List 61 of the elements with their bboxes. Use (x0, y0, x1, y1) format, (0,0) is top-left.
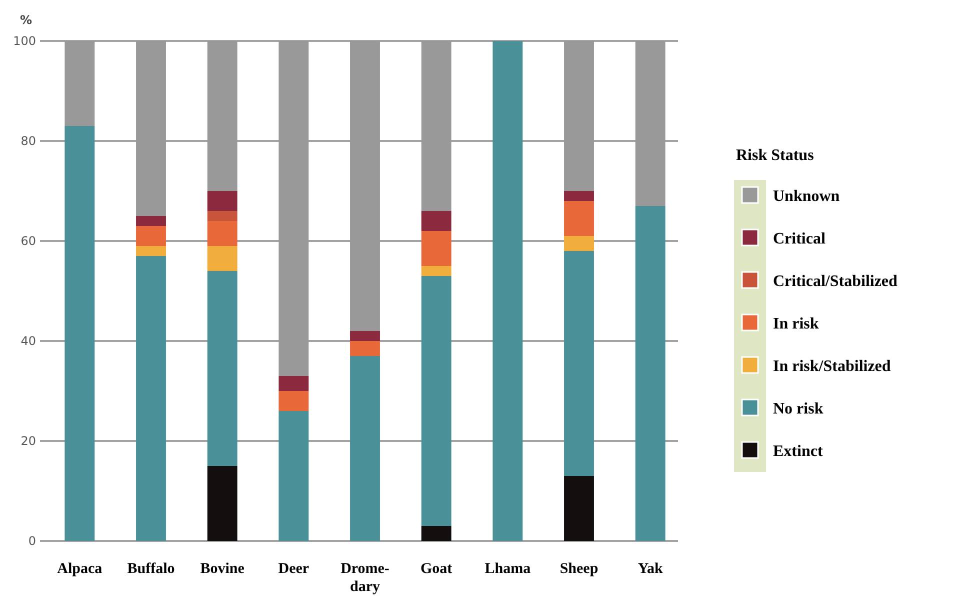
y-tick-label: 80 (20, 134, 36, 148)
x-tick-label: Alpaca (57, 561, 103, 577)
legend-label: Extinct (773, 443, 824, 460)
bar (421, 231, 452, 266)
bar (136, 216, 166, 226)
bar (564, 476, 594, 541)
bar (350, 341, 380, 356)
bar (207, 466, 238, 541)
bar (564, 251, 594, 476)
bar (421, 266, 452, 276)
y-tick-label: 0 (28, 534, 36, 548)
bar (136, 226, 166, 246)
bar (564, 41, 594, 191)
legend-label: Critical (773, 230, 826, 248)
x-tick-label: Lhama (484, 561, 532, 577)
bar (421, 276, 452, 526)
y-tick-label: 40 (20, 334, 36, 348)
bar (136, 256, 166, 541)
legend-label: In risk/Stabilized (773, 358, 891, 375)
legend-label: In risk (773, 316, 819, 332)
x-tick-label: Yak (638, 561, 664, 577)
x-tick-label: Drome-dary (340, 561, 390, 595)
bar (350, 41, 380, 331)
x-tick-label: Goat (420, 561, 452, 577)
bar (207, 191, 238, 211)
y-axis-title: % (20, 13, 32, 27)
bar (207, 246, 238, 271)
y-tick-label: 20 (20, 434, 36, 448)
bar (635, 206, 666, 541)
legend-title: Risk Status (736, 147, 814, 164)
x-tick-label: Sheep (560, 561, 598, 577)
bar (421, 41, 452, 211)
bar (278, 41, 309, 376)
bar (350, 331, 380, 341)
bar (207, 271, 238, 466)
legend-label: Unknown (773, 188, 840, 205)
bar (421, 526, 452, 541)
bar (350, 356, 380, 541)
legend-label: No risk (773, 400, 824, 418)
y-tick-label: 100 (13, 34, 36, 48)
bar (207, 41, 238, 191)
bar (136, 246, 166, 256)
bar (564, 191, 594, 201)
bar (635, 41, 666, 206)
bar (492, 41, 523, 541)
bar (421, 211, 452, 231)
bar (207, 211, 238, 221)
x-tick-label: Deer (278, 561, 310, 577)
bar (207, 221, 238, 246)
bar (564, 236, 594, 251)
bar (278, 376, 309, 391)
bar (564, 201, 594, 236)
legend-label: Critical/Stabilized (773, 273, 898, 290)
x-tick-label: Buffalo (127, 561, 175, 577)
bar (136, 41, 166, 216)
bar (278, 391, 309, 411)
x-tick-label: Bovine (200, 561, 245, 577)
bar (278, 411, 309, 541)
bar (64, 41, 95, 126)
y-tick-label: 60 (20, 234, 36, 248)
bar (64, 126, 95, 541)
